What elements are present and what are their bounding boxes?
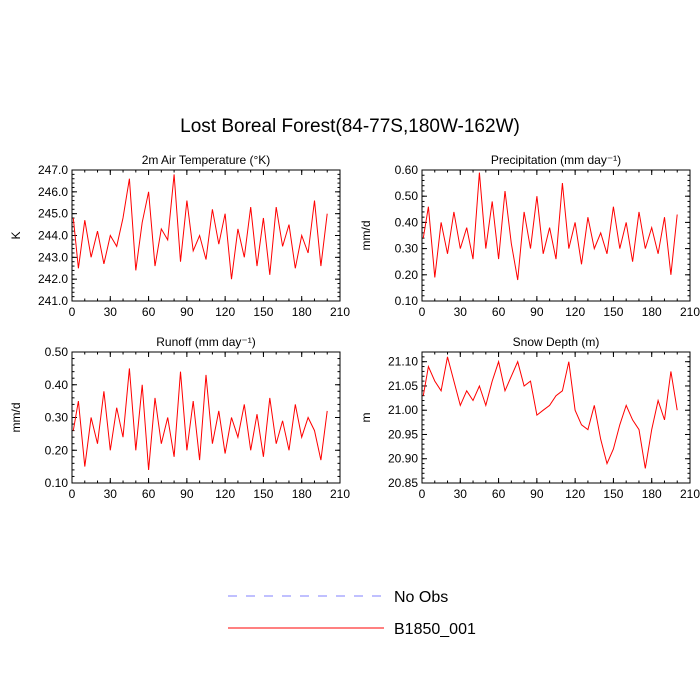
x-tick-label: 150 xyxy=(603,487,623,501)
series-line xyxy=(72,174,328,280)
x-tick-label: 210 xyxy=(330,305,350,319)
y-tick-label: 247.0 xyxy=(38,163,68,177)
x-tick-label: 120 xyxy=(215,305,235,319)
x-tick-label: 60 xyxy=(142,487,156,501)
x-tick-label: 210 xyxy=(330,487,350,501)
panel-title: Runoff (mm day⁻¹) xyxy=(156,335,255,349)
x-tick-label: 90 xyxy=(180,305,194,319)
series-line xyxy=(422,172,678,281)
y-tick-label: 0.50 xyxy=(395,189,419,203)
legend-label: No Obs xyxy=(394,589,448,606)
y-tick-label: 0.60 xyxy=(395,163,419,177)
panels: 2m Air Temperature (°K) K 0 30 60 90 120 150 180… xyxy=(9,153,700,501)
x-tick-label: 30 xyxy=(454,305,468,319)
x-tick-label: 60 xyxy=(492,305,506,319)
x-tick-label: 90 xyxy=(180,487,194,501)
y-tick-label: 244.0 xyxy=(38,229,68,243)
x-tick-label: 210 xyxy=(680,305,700,319)
x-tick-label: 210 xyxy=(680,487,700,501)
x-tick-label: 30 xyxy=(104,487,118,501)
x-tick-label: 180 xyxy=(642,305,662,319)
x-tick-label: 120 xyxy=(565,305,585,319)
chart-panel: 2m Air Temperature (°K) K 0 30 60 90 120 150 180… xyxy=(9,153,350,319)
y-tick-label: 0.20 xyxy=(45,443,69,457)
y-tick-label: 0.40 xyxy=(395,215,419,229)
x-tick-label: 90 xyxy=(530,487,544,501)
y-tick-label: 245.0 xyxy=(38,207,68,221)
y-tick-label: 243.0 xyxy=(38,250,68,264)
y-tick-label: 242.0 xyxy=(38,272,68,286)
panel-title: 2m Air Temperature (°K) xyxy=(142,153,271,167)
y-tick-label: 21.05 xyxy=(388,379,418,393)
x-tick-label: 60 xyxy=(142,305,156,319)
y-tick-label: 0.30 xyxy=(45,411,69,425)
x-tick-label: 180 xyxy=(642,487,662,501)
x-tick-label: 180 xyxy=(292,487,312,501)
y-tick-label: 0.20 xyxy=(395,268,419,282)
y-tick-label: 0.50 xyxy=(45,345,69,359)
legend-label: B1850_001 xyxy=(394,621,476,638)
y-tick-label: 21.00 xyxy=(388,403,418,417)
legend: No Obs B1850_001 xyxy=(228,589,476,638)
y-tick-label: 0.30 xyxy=(395,242,419,256)
x-tick-label: 0 xyxy=(69,305,76,319)
x-tick-label: 0 xyxy=(419,305,426,319)
x-tick-label: 30 xyxy=(454,487,468,501)
chart-panel: Runoff (mm day⁻¹) mm/d 0 30 60 90 120 150 180 210… xyxy=(9,335,350,501)
y-axis-label: mm/d xyxy=(359,221,373,251)
panel-title: Snow Depth (m) xyxy=(513,335,600,349)
y-axis-label: m xyxy=(359,413,373,423)
x-tick-label: 30 xyxy=(104,305,118,319)
chart-panel: Snow Depth (m) m 0 30 60 90 120 150 180 210 20.85 2… xyxy=(359,335,700,501)
figure-title: Lost Boreal Forest(84-77S,180W-162W) xyxy=(180,116,520,137)
x-tick-label: 0 xyxy=(419,487,426,501)
y-axis-label: mm/d xyxy=(9,403,23,433)
y-tick-label: 20.90 xyxy=(388,452,418,466)
y-tick-label: 21.10 xyxy=(388,355,418,369)
chart-panel: Precipitation (mm day⁻¹) mm/d 0 30 60 90 120 15… xyxy=(359,153,700,319)
x-tick-label: 60 xyxy=(492,487,506,501)
y-tick-label: 0.40 xyxy=(45,378,69,392)
x-tick-label: 0 xyxy=(69,487,76,501)
x-tick-label: 120 xyxy=(565,487,585,501)
panel-title: Precipitation (mm day⁻¹) xyxy=(491,153,621,167)
y-tick-label: 20.85 xyxy=(388,476,418,490)
y-tick-label: 20.95 xyxy=(388,427,418,441)
x-tick-label: 150 xyxy=(253,305,273,319)
y-tick-label: 0.10 xyxy=(395,294,419,308)
x-tick-label: 150 xyxy=(603,305,623,319)
plot-frame xyxy=(421,169,691,302)
series-line xyxy=(422,356,678,469)
y-tick-label: 241.0 xyxy=(38,294,68,308)
plot-frame xyxy=(421,351,691,484)
y-tick-label: 0.10 xyxy=(45,476,69,490)
y-axis-label: K xyxy=(9,231,23,239)
x-tick-label: 150 xyxy=(253,487,273,501)
series-line xyxy=(72,368,328,470)
x-tick-label: 90 xyxy=(530,305,544,319)
x-tick-label: 180 xyxy=(292,305,312,319)
y-tick-label: 246.0 xyxy=(38,185,68,199)
x-tick-label: 120 xyxy=(215,487,235,501)
